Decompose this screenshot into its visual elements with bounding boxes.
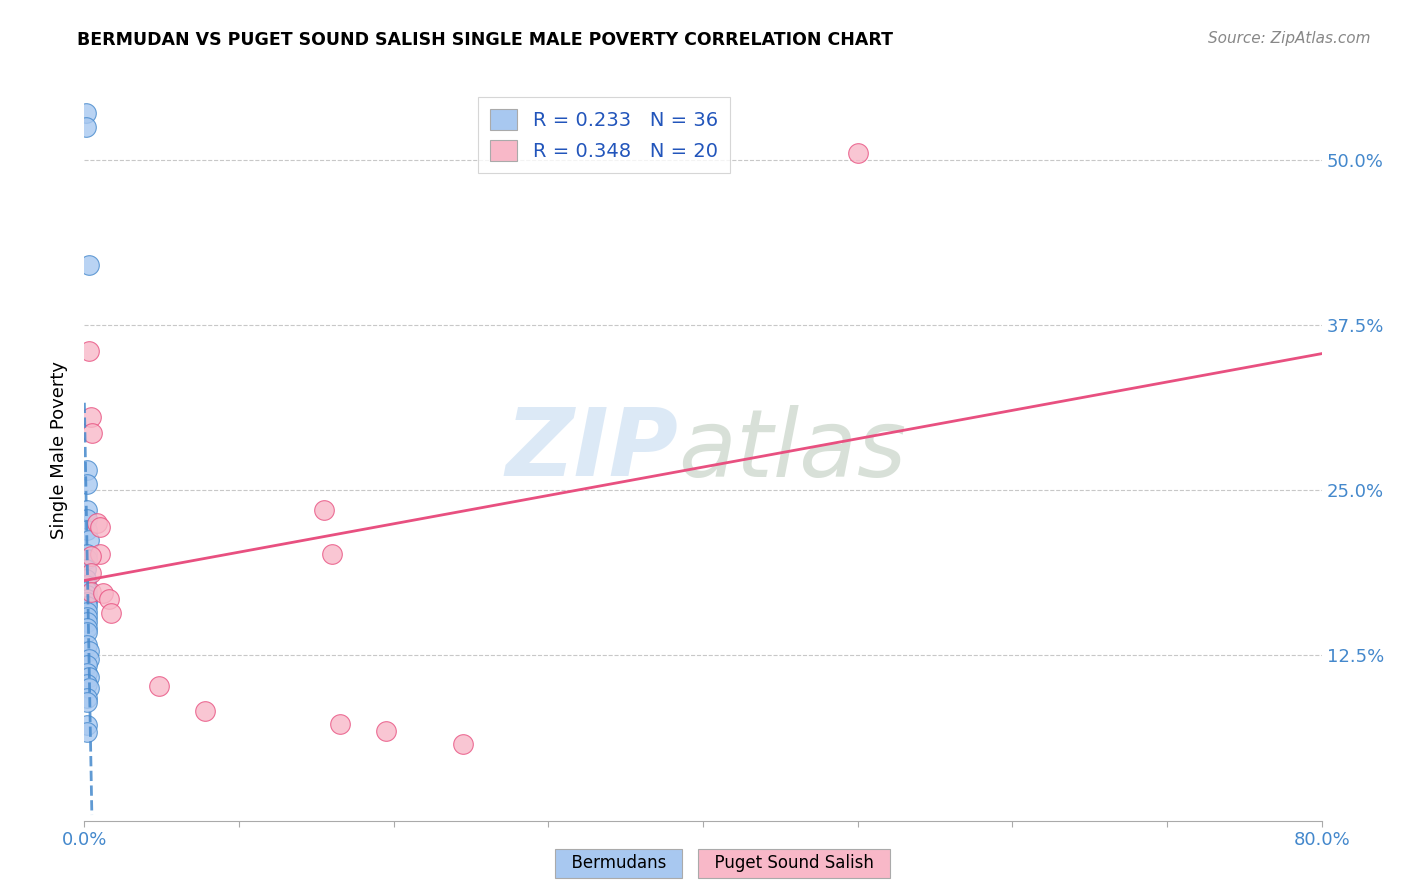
Point [321,547,343,561]
Point [79,566,101,581]
Point [453,737,475,751]
Point [76,624,98,639]
Point [91,586,114,600]
Point [77,652,100,666]
Point [75,572,97,586]
Point [89,547,111,561]
Point [89,520,111,534]
Point [76,476,98,491]
Point [77,644,100,658]
Legend: R = 0.233   N = 36, R = 0.348   N = 20: R = 0.233 N = 36, R = 0.348 N = 20 [478,97,730,173]
Point [312,503,335,517]
Point [76,523,98,537]
Point [76,591,98,606]
Point [148,679,170,693]
Point [76,605,98,619]
Point [76,638,98,652]
Point [77,259,100,273]
Point [77,669,100,683]
Point [76,583,98,598]
Point [76,725,98,739]
Point [75,578,97,592]
Text: Source: ZipAtlas.com: Source: ZipAtlas.com [1208,31,1371,46]
Text: atlas: atlas [678,405,907,496]
Point [76,615,98,630]
Point [100,606,122,620]
Point [79,585,101,599]
Point [76,610,98,624]
Point [76,547,98,561]
Point [77,681,100,696]
Point [328,717,352,731]
Point [76,695,98,709]
Point [76,621,98,635]
Point [76,657,98,672]
Point [846,146,869,161]
Point [76,463,98,477]
Point [79,410,101,425]
Point [76,718,98,732]
Point [77,344,100,359]
Point [86,516,108,531]
Point [76,552,98,566]
Point [82,426,104,441]
Text: ZIP: ZIP [505,404,678,497]
Point [76,690,98,705]
Point [76,512,98,526]
Text: Bermudans: Bermudans [561,855,676,872]
Point [76,588,98,602]
Point [76,595,98,609]
Y-axis label: Single Male Poverty: Single Male Poverty [51,361,69,540]
Point [77,533,100,548]
Text: BERMUDAN VS PUGET SOUND SALISH SINGLE MALE POVERTY CORRELATION CHART: BERMUDAN VS PUGET SOUND SALISH SINGLE MA… [77,31,893,49]
Point [76,599,98,614]
Point [194,704,217,718]
Text: Puget Sound Salish: Puget Sound Salish [704,855,884,872]
Point [75,120,97,134]
Point [79,549,101,564]
Point [76,677,98,691]
Point [98,591,121,606]
Point [75,106,97,120]
Point [76,665,98,680]
Point [75,562,97,576]
Point [374,723,398,738]
Point [76,503,98,517]
